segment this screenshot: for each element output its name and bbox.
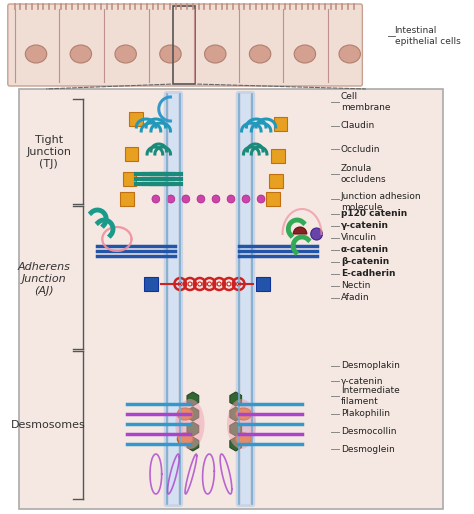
Ellipse shape bbox=[249, 45, 271, 63]
Circle shape bbox=[311, 228, 322, 240]
Text: Desmoplakin: Desmoplakin bbox=[341, 361, 400, 371]
Circle shape bbox=[237, 282, 241, 286]
Text: Intestinal
epithelial cells: Intestinal epithelial cells bbox=[394, 26, 460, 46]
Text: Junction adhesion
molecule: Junction adhesion molecule bbox=[341, 192, 421, 212]
Ellipse shape bbox=[160, 45, 181, 63]
Text: γ-catenin: γ-catenin bbox=[341, 222, 389, 230]
Ellipse shape bbox=[25, 45, 47, 63]
Text: Plakophilin: Plakophilin bbox=[341, 410, 390, 418]
Text: Tight
Junction
(TJ): Tight Junction (TJ) bbox=[26, 135, 71, 169]
Circle shape bbox=[257, 195, 265, 203]
Ellipse shape bbox=[175, 399, 205, 449]
Text: Cell
membrane: Cell membrane bbox=[341, 93, 391, 112]
FancyBboxPatch shape bbox=[236, 91, 255, 507]
FancyBboxPatch shape bbox=[169, 94, 178, 504]
Text: Desmocollin: Desmocollin bbox=[341, 428, 396, 436]
Text: E-cadherin: E-cadherin bbox=[341, 269, 395, 279]
Circle shape bbox=[212, 195, 220, 203]
Text: Nectin: Nectin bbox=[341, 282, 370, 290]
Ellipse shape bbox=[339, 45, 360, 63]
Circle shape bbox=[242, 195, 250, 203]
Circle shape bbox=[198, 282, 201, 286]
Ellipse shape bbox=[177, 433, 193, 445]
Circle shape bbox=[167, 195, 175, 203]
Text: Vinculin: Vinculin bbox=[341, 233, 377, 243]
Text: Afadin: Afadin bbox=[341, 293, 370, 303]
Text: Intermediate
filament: Intermediate filament bbox=[341, 387, 400, 406]
FancyBboxPatch shape bbox=[19, 89, 443, 509]
Ellipse shape bbox=[294, 45, 316, 63]
Circle shape bbox=[217, 282, 221, 286]
Ellipse shape bbox=[115, 45, 137, 63]
Ellipse shape bbox=[177, 408, 193, 420]
FancyBboxPatch shape bbox=[164, 91, 183, 507]
Text: Zonula
occludens: Zonula occludens bbox=[341, 164, 387, 183]
Text: Claudin: Claudin bbox=[341, 121, 375, 131]
Ellipse shape bbox=[236, 433, 251, 445]
Circle shape bbox=[188, 282, 192, 286]
Bar bbox=[173, 6, 195, 84]
Circle shape bbox=[197, 195, 205, 203]
Circle shape bbox=[227, 282, 231, 286]
Ellipse shape bbox=[70, 45, 91, 63]
Text: γ-catenin: γ-catenin bbox=[341, 376, 383, 386]
Circle shape bbox=[178, 282, 182, 286]
Circle shape bbox=[227, 195, 235, 203]
FancyBboxPatch shape bbox=[241, 94, 250, 504]
Text: α-catenin: α-catenin bbox=[341, 246, 389, 254]
Wedge shape bbox=[293, 227, 307, 234]
Ellipse shape bbox=[236, 408, 251, 420]
Circle shape bbox=[152, 195, 160, 203]
Text: Adherens
Junction
(AJ): Adherens Junction (AJ) bbox=[18, 263, 70, 296]
Circle shape bbox=[208, 282, 211, 286]
Text: β-catenin: β-catenin bbox=[341, 258, 389, 266]
Ellipse shape bbox=[227, 399, 256, 449]
Text: Occludin: Occludin bbox=[341, 144, 381, 154]
FancyBboxPatch shape bbox=[8, 4, 362, 86]
Text: p120 catenin: p120 catenin bbox=[341, 210, 407, 218]
Circle shape bbox=[182, 195, 190, 203]
Text: Desmosomes: Desmosomes bbox=[11, 420, 86, 430]
Text: Desmoglein: Desmoglein bbox=[341, 445, 395, 453]
Ellipse shape bbox=[205, 45, 226, 63]
